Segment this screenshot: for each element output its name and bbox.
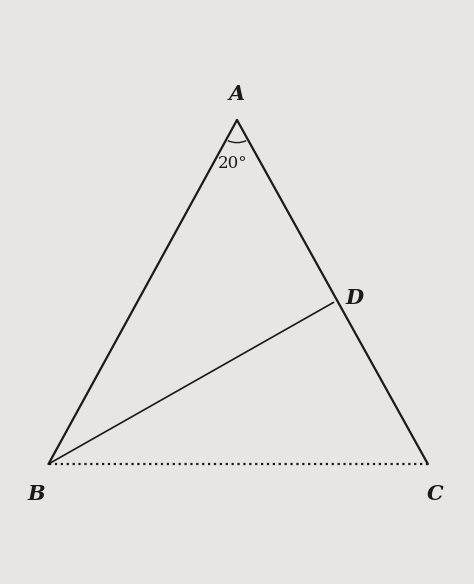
Text: A: A	[229, 84, 245, 103]
Text: D: D	[346, 288, 364, 308]
Text: C: C	[427, 484, 443, 504]
Text: B: B	[28, 484, 46, 504]
Text: 20°: 20°	[218, 155, 247, 172]
